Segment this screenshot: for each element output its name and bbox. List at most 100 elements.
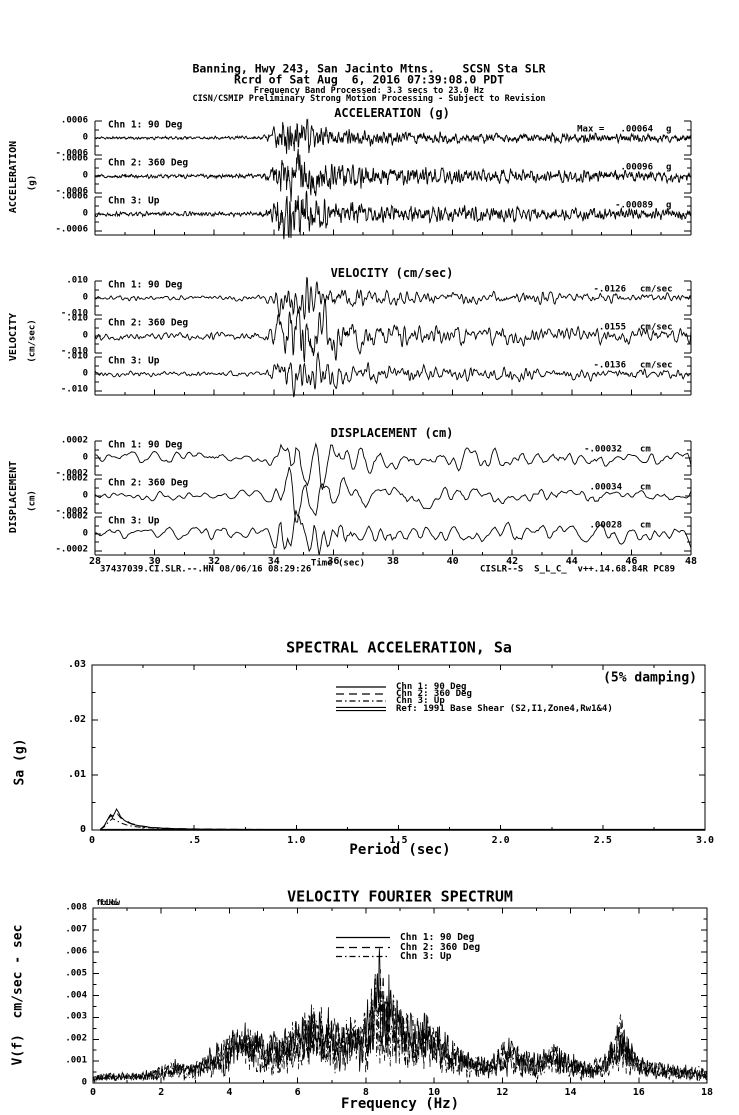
y-tick-label: .010 <box>66 275 88 286</box>
fourier-x-axis-label: Frequency (Hz) <box>340 1096 460 1112</box>
peak-value-label: .00028 <box>589 520 622 531</box>
fourier-y-tick-label: .003 <box>65 1011 87 1022</box>
time-tick-label: 40 <box>446 556 459 567</box>
y-tick-label: .010 <box>66 313 88 324</box>
channel-label: Chn 2: 360 Deg <box>108 477 189 489</box>
time-tick-label: 44 <box>565 556 578 567</box>
fourier-x-tick-label: 8 <box>362 1087 369 1098</box>
sa-x-tick-label: 3.0 <box>695 835 715 846</box>
sa-y-tick-label: .02 <box>67 714 86 725</box>
fourier-legend-label-2: Chn 2: 360 Deg <box>400 941 481 953</box>
y-tick-label: -.0002 <box>55 468 88 479</box>
displacement-title: DISPLACEMENT (cm) <box>330 426 454 440</box>
acceleration-title: ACCELERATION (g) <box>334 106 450 120</box>
peak-unit-label: g <box>666 124 672 135</box>
header-station-line: Banning, Hwy 243, San Jacinto Mtns. SCSN… <box>192 61 546 76</box>
time-tick-label: 46 <box>625 556 638 567</box>
fourier-y-tick-label: .006 <box>65 946 87 957</box>
y-tick-label: -.0002 <box>55 544 88 555</box>
fourier-y-tick-label: .002 <box>65 1033 87 1044</box>
fourier-y-tick-label: .007 <box>65 924 87 935</box>
time-axis-label: Time (sec) <box>310 558 366 569</box>
sa-legend-row-4: Ref: 1991 Base Shear (S2,I1,Zone4,Rw1&4) <box>334 704 613 714</box>
fourier-legend-row-3: Chn 3: Up <box>334 951 480 962</box>
sa-legend-row-2: Chn 2: 360 Deg <box>334 689 613 700</box>
sa-legend: Chn 1: 90 Deg Chn 2: 360 Deg Chn 3: Up R… <box>334 681 613 714</box>
velocity-title: VELOCITY (cm/sec) <box>330 266 454 280</box>
fourier-x-tick-label: 18 <box>700 1087 714 1098</box>
y-tick-label: -.0006 <box>55 148 88 159</box>
legend-line-sample-double-solid <box>336 706 386 712</box>
time-tick-label: 42 <box>506 556 519 567</box>
peak-value-label: .00034 <box>589 482 622 493</box>
sa-legend-label-3: Chn 3: Up <box>396 696 445 707</box>
fourier-x-tick-label: 10 <box>428 1087 441 1098</box>
time-tick-label: 34 <box>267 556 280 567</box>
peak-value-label: -.00089 <box>615 200 653 211</box>
processing-version-note: CISLR--S S_L_C_ v++.14.68.84R PC89 <box>480 564 676 575</box>
time-tick-label: 30 <box>148 556 161 567</box>
y-tick-label: .0006 <box>60 153 88 164</box>
sa-x-tick-label: 2.5 <box>593 835 612 846</box>
sa-x-tick-label: 1.0 <box>287 835 306 846</box>
channel-label: Chn 3: Up <box>108 355 160 367</box>
sa-damping-annotation: (5% damping) <box>603 670 697 686</box>
fourier-x-tick-label: 16 <box>632 1087 645 1098</box>
y-tick-label: 0 <box>82 452 88 463</box>
peak-unit-label: cm/sec <box>640 284 673 295</box>
y-tick-label: .0006 <box>60 115 88 126</box>
channel-label: Chn 2: 360 Deg <box>108 157 189 169</box>
fourier-y-axis-label: V(f) cm/sec - sec <box>10 924 26 1066</box>
sa-x-tick-label: 2.0 <box>491 835 510 846</box>
peak-unit-label: cm <box>640 520 651 531</box>
velocity-side-label: VELOCITY <box>8 312 19 362</box>
sa-x-tick-label: 1.5 <box>389 835 408 846</box>
sa-plot-title: SPECTRAL ACCELERATION, Sa <box>286 638 512 657</box>
fourier-y-tick-label: 0 <box>81 1077 87 1088</box>
displacement-side-label: DISPLACEMENT <box>8 460 19 534</box>
y-tick-label: 0 <box>82 330 88 341</box>
sa-y-tick-label: .01 <box>67 769 86 780</box>
fourier-plot-title: VELOCITY FOURIER SPECTRUM <box>287 887 513 906</box>
time-tick-label: 28 <box>88 556 102 567</box>
fourier-legend: Chn 1: 90 Deg Chn 2: 360 Deg Chn 3: Up <box>334 932 481 962</box>
sa-x-tick-label: .5 <box>188 835 201 846</box>
time-tick-label: 32 <box>208 556 221 567</box>
sa-y-tick-label: .03 <box>67 659 86 670</box>
y-tick-label: -.0006 <box>55 224 88 235</box>
y-tick-label: 0 <box>82 528 88 539</box>
peak-unit-label: cm/sec <box>640 322 673 333</box>
sa-legend-label-1: Chn 1: 90 Deg <box>396 681 467 692</box>
time-tick-label: 38 <box>386 556 400 567</box>
peak-unit-label: cm <box>640 444 651 455</box>
fourier-legend-label-1: Chn 1: 90 Deg <box>400 932 475 944</box>
sa-y-tick-label: 0 <box>79 824 86 835</box>
peak-value-label: Max = .00064 <box>577 124 653 135</box>
acceleration-side-label: ACCELERATION <box>8 140 19 214</box>
y-tick-label: -.0002 <box>55 506 88 517</box>
peak-unit-label: cm/sec <box>640 360 673 371</box>
y-tick-label: -.010 <box>60 346 88 357</box>
velocity-side-unit: (cm/sec) <box>27 319 38 363</box>
time-tick-label: 36 <box>327 556 340 567</box>
fourier-x-tick-label: 12 <box>496 1087 509 1098</box>
y-tick-label: 0 <box>82 132 88 143</box>
acceleration-side-unit: (g) <box>27 174 38 192</box>
y-tick-label: -.010 <box>60 384 88 395</box>
record-id-note: 37437039.CI.SLR.--.HN 08/06/16 08:29:26 <box>100 564 312 575</box>
channel-label: Chn 3: Up <box>108 515 160 527</box>
fourier-x-tick-label: 14 <box>564 1087 577 1098</box>
y-tick-label: 0 <box>82 170 88 181</box>
channel-label: Chn 1: 90 Deg <box>108 279 183 291</box>
fourier-legend-row-2: Chn 2: 360 Deg <box>334 941 481 953</box>
y-tick-label: -.0006 <box>55 186 88 197</box>
peak-unit-label: g <box>666 200 672 211</box>
sa-legend-label-2: Chn 2: 360 Deg <box>396 689 472 700</box>
fourier-y-tick-label: .008 <box>65 902 87 913</box>
y-tick-label: .0006 <box>60 191 88 202</box>
fourier-x-tick-label: 2 <box>158 1087 165 1098</box>
sa-x-axis-label: Period (sec) <box>349 842 451 858</box>
legend-line-sample-dash-dot <box>336 700 386 703</box>
